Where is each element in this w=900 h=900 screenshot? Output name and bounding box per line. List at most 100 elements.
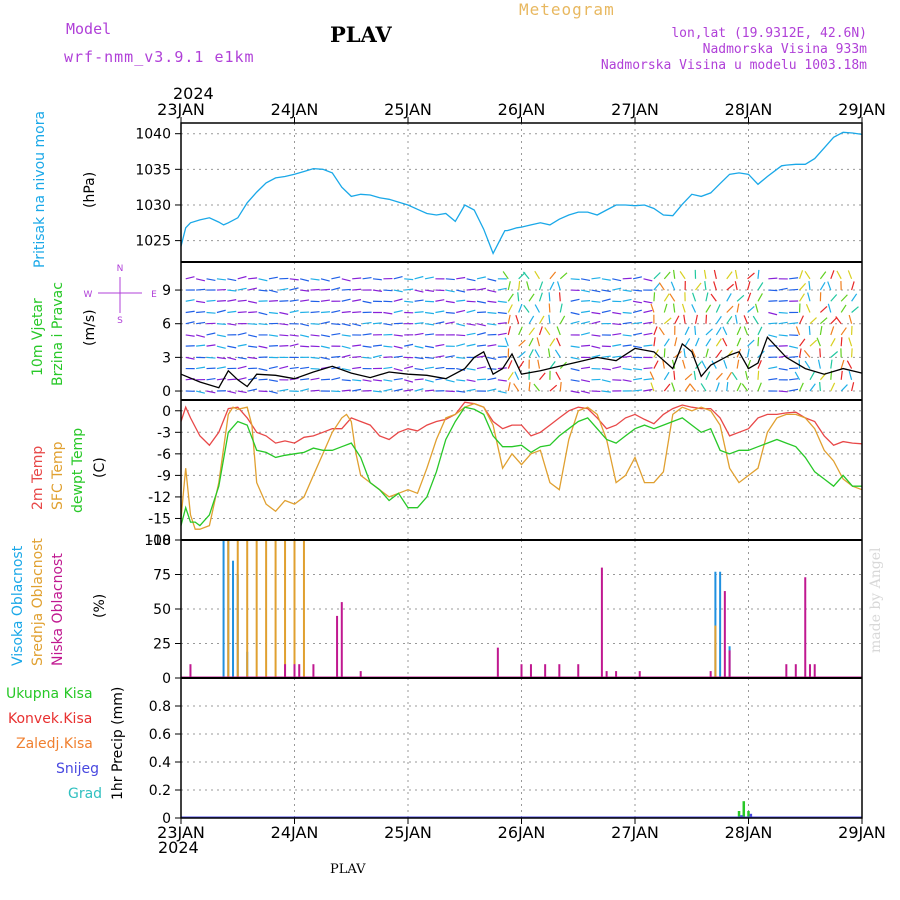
wind-barb bbox=[757, 282, 764, 291]
wind-barb bbox=[466, 288, 476, 291]
wind-barb bbox=[736, 337, 742, 347]
wind-barb bbox=[331, 390, 341, 393]
wind-barb bbox=[372, 322, 383, 325]
meteogram-title: Meteogram bbox=[519, 0, 615, 19]
wind-barb bbox=[713, 269, 717, 279]
wind-barb bbox=[528, 315, 535, 325]
wind-barb bbox=[456, 367, 466, 371]
wind-barb bbox=[300, 323, 310, 327]
wind-barb bbox=[362, 333, 372, 336]
wind-barb bbox=[310, 356, 320, 359]
wind-barb bbox=[476, 287, 487, 291]
wind-barb bbox=[538, 326, 543, 336]
bar-niska-oblacnost bbox=[785, 664, 788, 678]
wind-barb bbox=[196, 321, 206, 325]
wind-barb bbox=[674, 315, 680, 324]
wind-barb bbox=[310, 334, 320, 337]
wind-barb bbox=[715, 372, 723, 381]
wind-barb bbox=[487, 367, 497, 370]
wind-barb bbox=[658, 327, 665, 336]
wind-barb bbox=[768, 277, 778, 280]
wind-barb bbox=[515, 314, 520, 324]
wind-barb bbox=[268, 311, 278, 315]
wind-barb bbox=[196, 278, 206, 282]
wind-barb bbox=[633, 289, 643, 292]
wind-barb bbox=[633, 345, 643, 349]
wind-barb bbox=[341, 288, 351, 291]
wind-barb bbox=[580, 321, 590, 325]
wind-barb bbox=[424, 356, 435, 359]
wind-barb bbox=[237, 275, 247, 280]
x-tick-label-top: 29JAN bbox=[838, 100, 886, 119]
wind-barb bbox=[715, 315, 722, 325]
wind-barb bbox=[726, 271, 733, 280]
wind-barb bbox=[663, 338, 670, 347]
wind-barb bbox=[393, 377, 403, 381]
wind-barb bbox=[548, 292, 551, 302]
wind-barb bbox=[258, 289, 268, 292]
wind-barb bbox=[757, 326, 763, 336]
wind-barb bbox=[679, 271, 686, 280]
bar-srednja-oblacnost bbox=[265, 540, 268, 678]
wind-barb bbox=[216, 309, 226, 314]
x-tick-label-top: 26JAN bbox=[498, 100, 546, 119]
wind-barb bbox=[622, 344, 632, 347]
y-tick-label: 1025 bbox=[135, 234, 171, 250]
wind-barb bbox=[681, 303, 686, 313]
wind-barb bbox=[643, 378, 653, 381]
x-tick-label-bottom: 26JAN bbox=[498, 823, 546, 842]
wind-barb bbox=[705, 314, 708, 324]
x-tick-label-bottom: 24JAN bbox=[271, 823, 319, 842]
wind-barb bbox=[507, 382, 511, 392]
wind-barb bbox=[372, 354, 382, 358]
wind-barb bbox=[383, 366, 393, 370]
wind-barb bbox=[372, 379, 383, 382]
wind-barb bbox=[693, 370, 697, 380]
wind-barb bbox=[809, 383, 816, 392]
wind-barb bbox=[216, 323, 226, 325]
wind-barb bbox=[456, 390, 466, 393]
bar-srednja-oblacnost bbox=[236, 540, 239, 678]
wind-barb bbox=[549, 281, 555, 291]
wind-barb bbox=[404, 365, 414, 370]
wind-barb bbox=[185, 276, 195, 280]
wind-barb bbox=[663, 383, 671, 392]
y-tick-label: -6 bbox=[157, 447, 171, 463]
wind-barb bbox=[757, 370, 760, 380]
wind-barb bbox=[612, 365, 622, 370]
wind-barb bbox=[549, 271, 557, 280]
wind-barb bbox=[830, 359, 833, 369]
wind-barb bbox=[216, 278, 226, 281]
wind-barb bbox=[237, 377, 247, 381]
wind-barb bbox=[601, 289, 611, 293]
legend-snow: Snijeg bbox=[56, 761, 100, 777]
wind-barb bbox=[591, 320, 601, 325]
wind-barb bbox=[507, 281, 511, 291]
wind-barb bbox=[830, 351, 839, 358]
wind-barb bbox=[622, 289, 632, 292]
wind-barb bbox=[757, 269, 760, 279]
bar-srednja-oblacnost bbox=[227, 540, 230, 678]
wind-barb bbox=[497, 322, 507, 325]
wind-barb bbox=[817, 359, 821, 369]
wind-barb bbox=[830, 316, 838, 325]
wind-barb bbox=[622, 367, 632, 371]
wind-barb bbox=[612, 343, 622, 347]
wind-barb bbox=[248, 334, 258, 338]
wind-barb bbox=[383, 323, 393, 326]
wind-barb bbox=[341, 310, 351, 314]
wind-barb bbox=[216, 345, 226, 349]
wind-barb bbox=[612, 278, 622, 282]
wind-barb bbox=[227, 356, 237, 361]
wind-barb bbox=[518, 272, 526, 280]
wind-barb bbox=[580, 379, 591, 383]
wind-barb bbox=[331, 287, 341, 291]
wind-barb bbox=[456, 379, 466, 382]
wind-barb bbox=[518, 326, 523, 336]
wind-barb bbox=[731, 372, 738, 381]
wind-barb bbox=[289, 299, 299, 302]
y-tick-label: 9 bbox=[162, 283, 171, 299]
wind-barb bbox=[435, 321, 445, 325]
bar-srednja-oblacnost bbox=[255, 540, 258, 678]
wind-barb bbox=[580, 278, 591, 282]
